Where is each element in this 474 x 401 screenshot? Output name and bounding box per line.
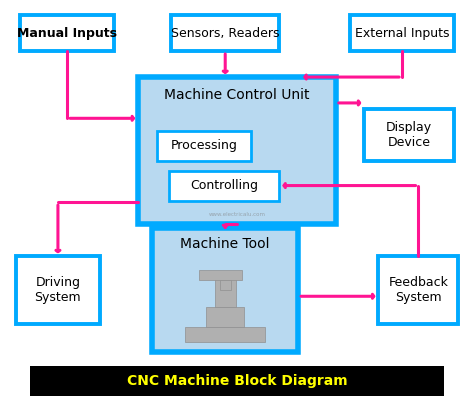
Text: Feedback
System: Feedback System: [389, 276, 448, 304]
Text: External Inputs: External Inputs: [355, 27, 449, 40]
Text: Sensors, Readers: Sensors, Readers: [171, 27, 280, 40]
Text: Controlling: Controlling: [190, 179, 258, 192]
Text: Driving
System: Driving System: [35, 276, 81, 304]
FancyBboxPatch shape: [171, 15, 279, 51]
Text: Machine Control Unit: Machine Control Unit: [164, 88, 310, 102]
FancyBboxPatch shape: [364, 109, 454, 161]
Text: Display
Device: Display Device: [386, 121, 432, 149]
Text: Machine Tool: Machine Tool: [181, 237, 270, 251]
Text: Processing: Processing: [171, 139, 237, 152]
FancyBboxPatch shape: [30, 366, 444, 396]
FancyBboxPatch shape: [199, 270, 242, 280]
Text: CNC Machine Block Diagram: CNC Machine Block Diagram: [127, 374, 347, 388]
FancyBboxPatch shape: [215, 273, 236, 307]
FancyBboxPatch shape: [350, 15, 454, 51]
Text: www.electricalu.com: www.electricalu.com: [209, 212, 265, 217]
FancyBboxPatch shape: [152, 229, 298, 352]
FancyBboxPatch shape: [219, 280, 231, 290]
FancyBboxPatch shape: [20, 15, 115, 51]
FancyBboxPatch shape: [16, 256, 100, 324]
FancyBboxPatch shape: [378, 256, 458, 324]
FancyBboxPatch shape: [185, 327, 265, 342]
Text: Manual Inputs: Manual Inputs: [18, 27, 118, 40]
FancyBboxPatch shape: [169, 171, 279, 200]
FancyBboxPatch shape: [206, 307, 244, 327]
FancyBboxPatch shape: [157, 131, 251, 161]
FancyBboxPatch shape: [138, 77, 336, 225]
